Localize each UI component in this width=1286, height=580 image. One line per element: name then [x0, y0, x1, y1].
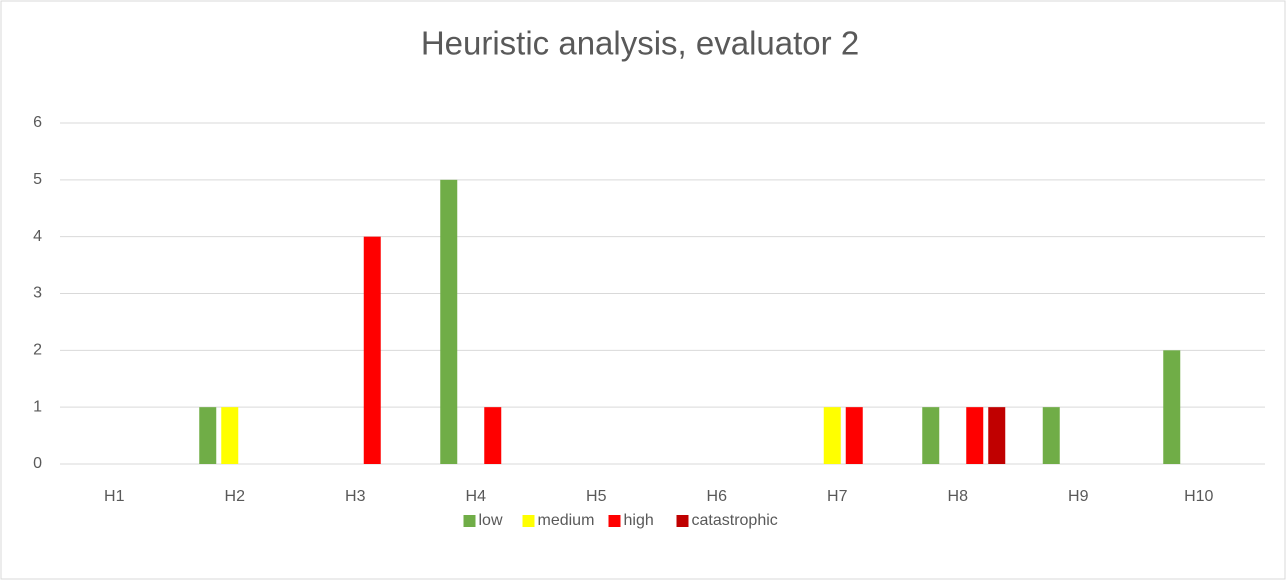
- bar: [1163, 350, 1181, 464]
- x-tick-label: H9: [1068, 488, 1089, 505]
- bar: [922, 407, 940, 464]
- x-tick-label: H6: [707, 488, 728, 505]
- x-tick-label: H3: [345, 488, 366, 505]
- bar: [823, 407, 841, 464]
- x-tick-label: H5: [586, 488, 607, 505]
- legend-swatch: [676, 515, 689, 527]
- legend-label: catastrophic: [692, 512, 778, 529]
- x-tick-label: H8: [948, 488, 969, 505]
- bar: [1042, 407, 1060, 464]
- bar: [221, 407, 239, 464]
- y-tick-label: 3: [33, 285, 42, 302]
- y-tick-label: 1: [33, 398, 42, 415]
- x-tick-label: H4: [466, 488, 487, 505]
- x-tick-label: H1: [104, 488, 125, 505]
- bar: [363, 236, 381, 464]
- x-tick-label: H10: [1184, 488, 1213, 505]
- bar: [440, 179, 458, 465]
- legend-swatch: [522, 515, 535, 527]
- y-tick-label: 6: [33, 114, 42, 131]
- legend-label: medium: [538, 512, 595, 529]
- x-tick-label: H7: [827, 488, 848, 505]
- bar: [845, 407, 863, 464]
- y-tick-label: 2: [33, 342, 42, 359]
- y-tick-label: 4: [33, 228, 42, 245]
- x-tick-label: H2: [225, 488, 246, 505]
- chart-title: Heuristic analysis, evaluator 2: [421, 25, 859, 62]
- y-tick-label: 5: [33, 171, 42, 188]
- bar: [966, 407, 984, 464]
- legend-swatch: [608, 515, 621, 527]
- legend-swatch: [463, 515, 476, 527]
- y-tick-label: 0: [33, 455, 42, 472]
- bar: [484, 407, 502, 464]
- bar: [988, 407, 1006, 464]
- bar: [199, 407, 217, 464]
- legend-label: low: [479, 512, 503, 529]
- legend-label: high: [624, 512, 654, 529]
